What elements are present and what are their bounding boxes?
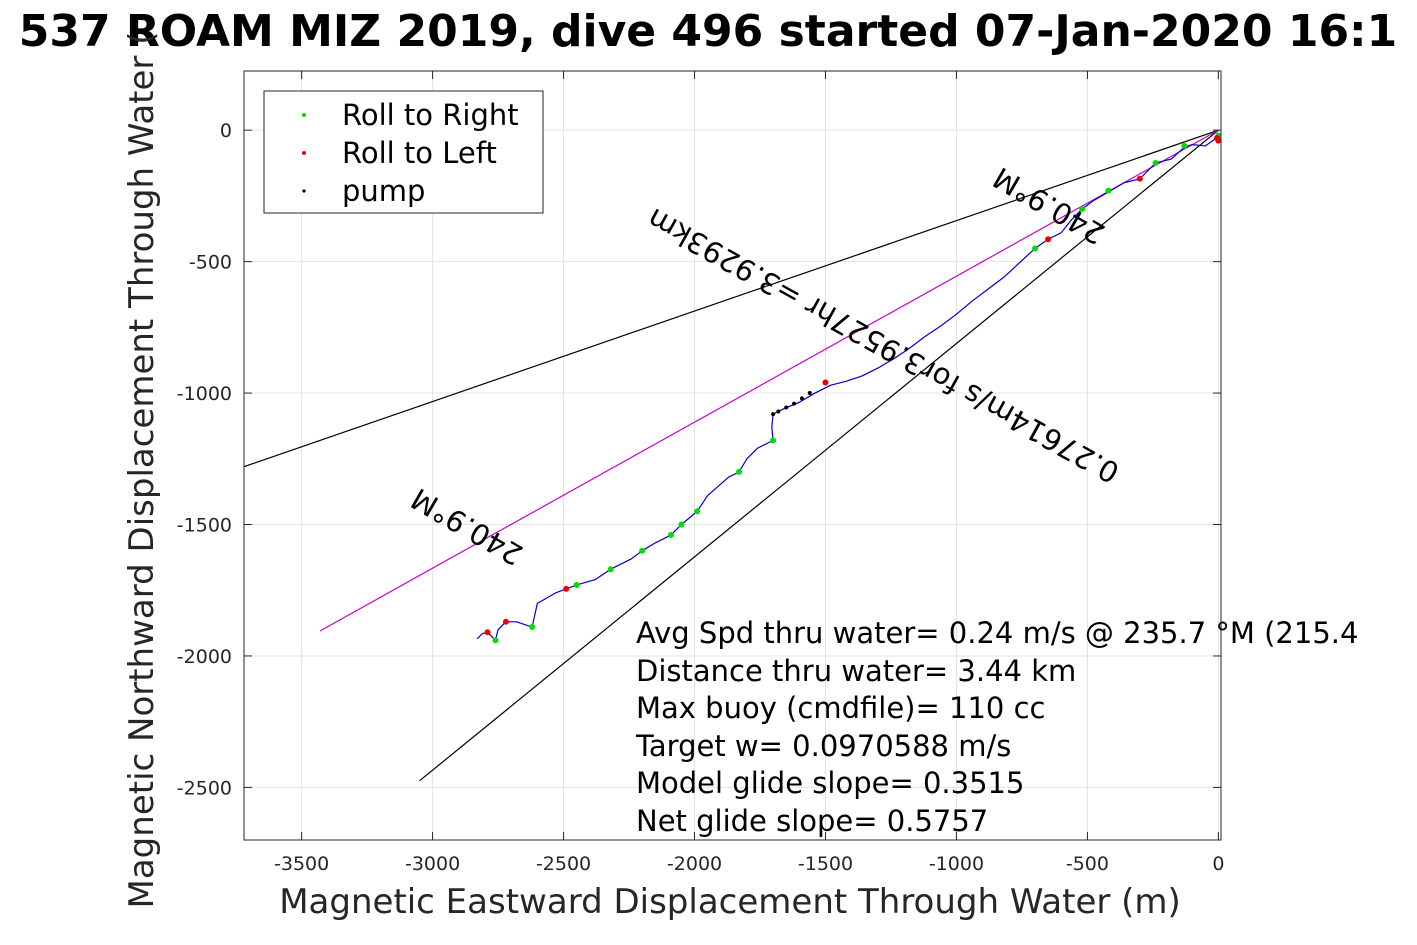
legend-label-pump: pump [342,174,425,208]
roll-left-point [822,379,829,386]
info-avg-speed: Avg Spd thru water= 0.24 m/s @ 235.7 °M … [636,616,1358,650]
info-target-w: Target w= 0.0970588 m/s [635,729,1011,763]
y-axis-label: Magnetic Northward Displacement Through … [122,32,162,909]
plot-frame [243,70,1222,841]
x-tick-label: -3500 [274,853,329,875]
roll-right-point [607,566,614,573]
roll-left-point [1045,236,1052,243]
roll-right-point [1152,160,1159,167]
legend-marker-roll-left [302,151,306,155]
markers [484,132,1221,644]
x-tick-label: -1500 [798,853,853,875]
y-tick-label: -2500 [177,777,232,799]
info-block: Avg Spd thru water= 0.24 m/s @ 235.7 °M … [635,616,1358,838]
reference-line [244,129,1219,468]
x-tick-label: 0 [1212,853,1224,875]
x-axis-label: Magnetic Eastward Displacement Through W… [279,882,1181,922]
y-tick-label: -1000 [177,383,232,405]
y-tick-label: -500 [189,252,232,274]
roll-left-point [1136,175,1143,182]
pump-point [771,412,776,417]
info-max-buoy: Max buoy (cmdfile)= 110 cc [636,691,1045,725]
roll-right-point [1032,245,1039,252]
y-tick-label: 0 [220,120,232,142]
pump-point [792,401,797,406]
legend-marker-pump [302,189,306,193]
legend-box [263,90,544,214]
roll-right-point [1105,187,1112,194]
legend-marker-roll-right [302,113,306,117]
info-distance: Distance thru water= 3.44 km [636,654,1076,688]
roll-left-point [563,585,570,592]
x-tick-label: -3000 [405,853,460,875]
roll-right-point [1079,206,1086,213]
legend-label-roll-left: Roll to Left [342,136,497,170]
y-tick-label: -1500 [177,515,232,537]
roll-right-point [639,547,646,554]
pump-point [807,391,812,396]
legend: Roll to Right Roll to Left pump [263,90,544,214]
roll-right-point [573,581,580,588]
roll-right-point [694,508,701,515]
roll-right-point [492,637,499,644]
x-tick-label: -2000 [667,853,722,875]
roll-left-point [484,629,491,636]
reference-lines [244,129,1219,782]
info-net-glide: Net glide slope= 0.5757 [636,804,988,838]
x-tick-label: -500 [1066,853,1109,875]
pump-point [799,396,804,401]
roll-right-point [678,521,685,528]
chart-title: 537 ROAM MIZ 2019, dive 496 started 07-J… [19,6,1398,57]
pump-point [776,409,781,414]
x-tick-label: -1000 [929,853,984,875]
roll-right-point [1181,142,1188,149]
roll-right-point [529,624,536,631]
reference-line [319,129,1219,632]
roll-left-point [502,618,509,625]
pump-point [784,405,789,410]
roll-right-point [667,532,674,539]
reference-line [419,129,1219,782]
info-model-glide: Model glide slope= 0.3515 [636,766,1024,800]
roll-left-point [1215,137,1221,144]
y-tick-label: -2000 [177,646,232,668]
roll-right-point [770,437,777,444]
legend-label-roll-right: Roll to Right [342,98,519,132]
ticks: -3500 -3000 -2500 -2000 -1500 -1000 -500 0 0 -500… [177,71,1224,875]
roll-right-point [736,468,743,475]
x-tick-label: -2500 [536,853,591,875]
